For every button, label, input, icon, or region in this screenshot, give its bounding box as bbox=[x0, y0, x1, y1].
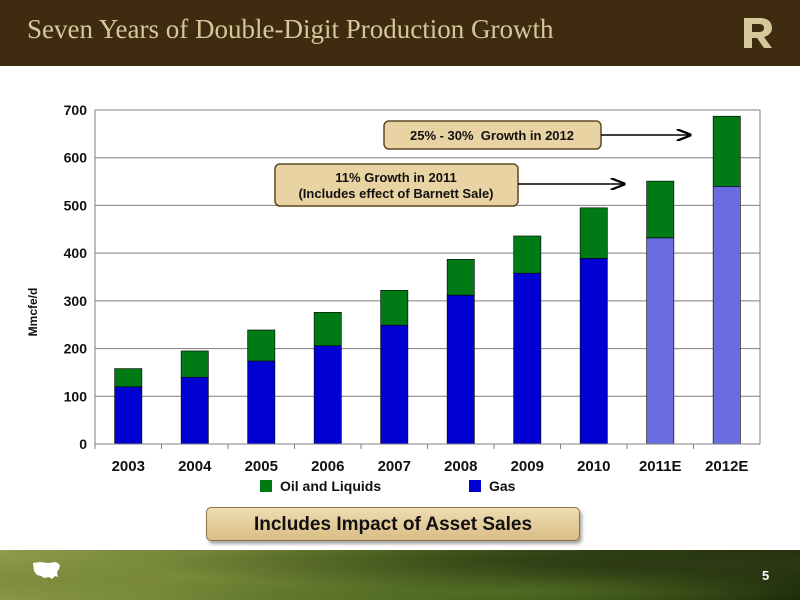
annotation-2011-box bbox=[274, 163, 519, 207]
y-tick-label: 600 bbox=[64, 150, 88, 166]
x-tick-label: 2009 bbox=[511, 458, 544, 475]
asset-sales-banner: Includes Impact of Asset Sales bbox=[206, 507, 580, 541]
x-tick-label: 2003 bbox=[112, 458, 145, 475]
company-logo-icon bbox=[744, 18, 772, 48]
x-tick-label: 2004 bbox=[178, 458, 212, 475]
chart-legend: Oil and Liquids Gas bbox=[260, 478, 516, 494]
bar-gas-2004 bbox=[180, 376, 209, 445]
y-tick-label: 0 bbox=[79, 436, 87, 452]
y-axis-label: Mmcfe/d bbox=[26, 288, 40, 337]
bar-gas-2008 bbox=[446, 294, 475, 445]
bar-oil-and-liquids-2003 bbox=[114, 368, 143, 388]
bar-gas-2012E bbox=[712, 186, 741, 445]
annotation-2012-text: 25% - 30% Growth in 2012 bbox=[410, 128, 574, 143]
x-tick-label: 2010 bbox=[577, 458, 610, 475]
bar-gas-2003 bbox=[114, 386, 143, 445]
x-tick-label: 2012E bbox=[705, 458, 748, 475]
x-tick-label: 2006 bbox=[311, 458, 344, 475]
legend-label-gas: Gas bbox=[489, 478, 516, 494]
bar-gas-2007 bbox=[380, 324, 409, 445]
annotation-2011-text-line1: 11% Growth in 2011 bbox=[335, 170, 456, 185]
bar-oil-and-liquids-2011E bbox=[646, 180, 675, 239]
footer-landscape: 5 bbox=[0, 550, 800, 600]
y-tick-label: 100 bbox=[64, 388, 88, 404]
y-tick-label: 700 bbox=[64, 102, 88, 118]
annotation-2011-text-line2: (Includes effect of Barnett Sale) bbox=[298, 186, 493, 201]
y-tick-label: 200 bbox=[64, 341, 88, 357]
bar-oil-and-liquids-2006 bbox=[313, 312, 342, 347]
production-chart: 0 100 200 300 400 500 600 700 2003 2004 2005 2006 20… bbox=[26, 102, 761, 494]
y-tick-label: 300 bbox=[64, 293, 88, 309]
annotation-2011-growth: 11% Growth in 2011 (Includes effect of B… bbox=[274, 163, 624, 207]
bar-oil-and-liquids-2012E bbox=[712, 115, 741, 187]
bar-oil-and-liquids-2005 bbox=[247, 329, 276, 362]
bar-oil-and-liquids-2008 bbox=[446, 259, 475, 296]
x-tick-label: 2011E bbox=[639, 458, 682, 475]
x-tick-label: 2008 bbox=[444, 458, 477, 475]
bar-oil-and-liquids-2009 bbox=[513, 235, 542, 274]
bar-oil-and-liquids-2007 bbox=[380, 290, 409, 326]
legend-label-oil-and-liquids: Oil and Liquids bbox=[280, 478, 381, 494]
legend-swatch-gas bbox=[469, 480, 481, 492]
bar-gas-2009 bbox=[513, 272, 542, 445]
bar-gas-2011E bbox=[646, 237, 675, 445]
bar-gas-2005 bbox=[247, 360, 276, 445]
x-tick-label: 2005 bbox=[245, 458, 278, 475]
page-number: 5 bbox=[762, 568, 770, 583]
bar-gas-2006 bbox=[313, 345, 342, 445]
bar-oil-and-liquids-2010 bbox=[579, 207, 608, 259]
legend-swatch-oil-and-liquids bbox=[260, 480, 272, 492]
slide-title: Seven Years of Double-Digit Production G… bbox=[27, 14, 554, 44]
y-tick-label: 400 bbox=[64, 245, 88, 261]
bar-oil-and-liquids-2004 bbox=[180, 350, 209, 378]
y-tick-label: 500 bbox=[64, 197, 88, 213]
annotation-2012-growth: 25% - 30% Growth in 2012 bbox=[383, 120, 690, 150]
x-tick-label: 2007 bbox=[378, 458, 411, 475]
slide-header: Seven Years of Double-Digit Production G… bbox=[0, 0, 800, 66]
bar-gas-2010 bbox=[579, 258, 608, 445]
us-map-icon bbox=[33, 562, 60, 579]
